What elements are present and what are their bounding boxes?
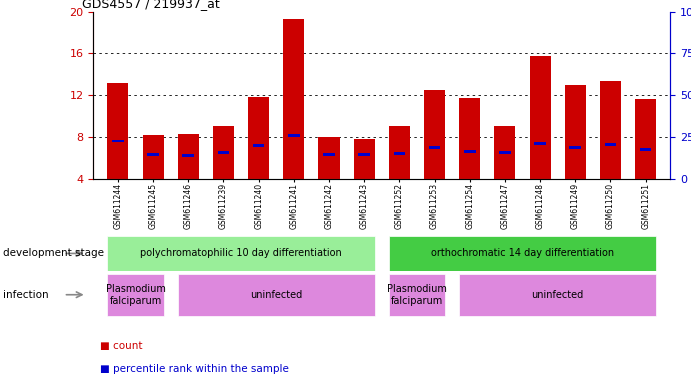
Bar — [142, 135, 164, 179]
Bar — [253, 144, 265, 147]
Bar — [605, 142, 616, 146]
Bar — [178, 273, 375, 316]
Bar — [107, 236, 375, 271]
Bar — [182, 154, 194, 157]
Bar — [107, 83, 129, 179]
Text: GDS4557 / 219937_at: GDS4557 / 219937_at — [82, 0, 220, 10]
Bar — [635, 99, 656, 179]
Text: orthochromatic 14 day differentiation: orthochromatic 14 day differentiation — [431, 248, 614, 258]
Bar — [534, 142, 546, 144]
Bar — [147, 153, 159, 156]
Bar — [389, 273, 445, 316]
Bar — [283, 19, 304, 179]
Bar — [499, 151, 511, 154]
Bar — [424, 90, 445, 179]
Bar — [389, 126, 410, 179]
Bar — [529, 56, 551, 179]
Text: uninfected: uninfected — [531, 290, 584, 300]
Text: Plasmodium
falciparum: Plasmodium falciparum — [106, 284, 165, 306]
Bar — [460, 273, 656, 316]
Bar — [288, 134, 300, 137]
Text: development stage: development stage — [3, 248, 104, 258]
Text: infection: infection — [3, 290, 49, 300]
Bar — [565, 84, 586, 179]
Bar — [389, 236, 656, 271]
Bar — [213, 126, 234, 179]
Bar — [354, 139, 375, 179]
Text: ■ count: ■ count — [100, 341, 143, 351]
Bar — [359, 153, 370, 156]
Bar — [460, 98, 480, 179]
Bar — [323, 153, 335, 156]
Bar — [464, 150, 475, 153]
Bar — [600, 81, 621, 179]
Bar — [178, 134, 199, 179]
Text: polychromatophilic 10 day differentiation: polychromatophilic 10 day differentiatio… — [140, 248, 342, 258]
Bar — [107, 273, 164, 316]
Bar — [569, 146, 581, 149]
Bar — [640, 148, 652, 151]
Bar — [494, 126, 515, 179]
Bar — [218, 151, 229, 154]
Bar — [428, 146, 440, 149]
Text: ■ percentile rank within the sample: ■ percentile rank within the sample — [100, 364, 289, 374]
Text: Plasmodium
falciparum: Plasmodium falciparum — [387, 284, 447, 306]
Bar — [394, 152, 405, 155]
Bar — [248, 97, 269, 179]
Bar — [112, 139, 124, 142]
Bar — [319, 137, 339, 179]
Text: uninfected: uninfected — [250, 290, 303, 300]
